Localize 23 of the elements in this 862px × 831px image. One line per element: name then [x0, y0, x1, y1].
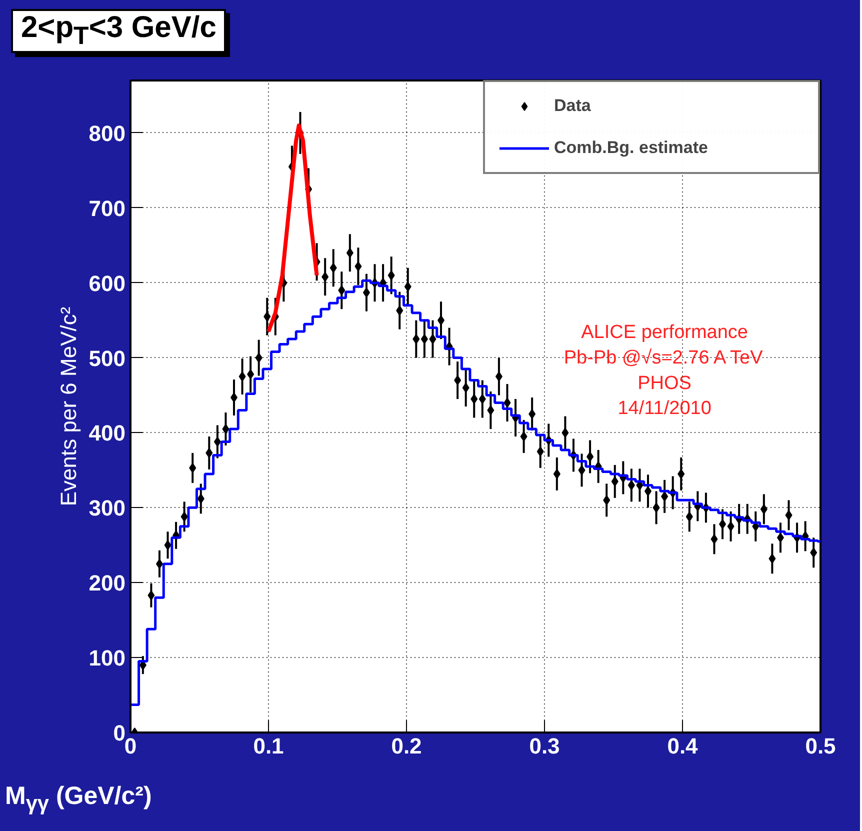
annotation: 14/11/2010: [618, 398, 712, 420]
y-tick-label: 100: [88, 646, 126, 671]
y-tick-label: 800: [88, 120, 126, 146]
legend-label: Data: [554, 96, 592, 116]
y-tick-label: 700: [88, 196, 126, 221]
x-tick-label: 0.4: [667, 734, 699, 758]
annotation: ALICE performance: [581, 322, 748, 343]
y-axis-title: Events per 6 MeV/c²: [56, 306, 81, 506]
y-tick-label: 400: [88, 420, 126, 446]
y-tick-label: 300: [88, 496, 126, 521]
legend-label: Comb.Bg. estimate: [554, 138, 709, 158]
x-axis-title: M$_{γγ}$ (GeV/c²): [5, 782, 153, 816]
x-tick-label: 0.2: [391, 734, 422, 758]
chart-title: 2<p$_{T}$<3 GeV/c: [11, 9, 226, 53]
y-tick-label: 500: [88, 346, 126, 371]
x-tick-label: 0.1: [253, 734, 284, 758]
y-tick-label: 600: [88, 270, 126, 296]
x-tick-label: 0.5: [805, 734, 836, 758]
line-series: [266, 123, 319, 334]
annotation: PHOS: [638, 372, 692, 394]
y-tick-label: 200: [88, 570, 126, 596]
x-tick-label: 0.3: [529, 734, 560, 758]
annotation: Pb-Pb @√s=2.76 A TeV: [564, 347, 764, 368]
